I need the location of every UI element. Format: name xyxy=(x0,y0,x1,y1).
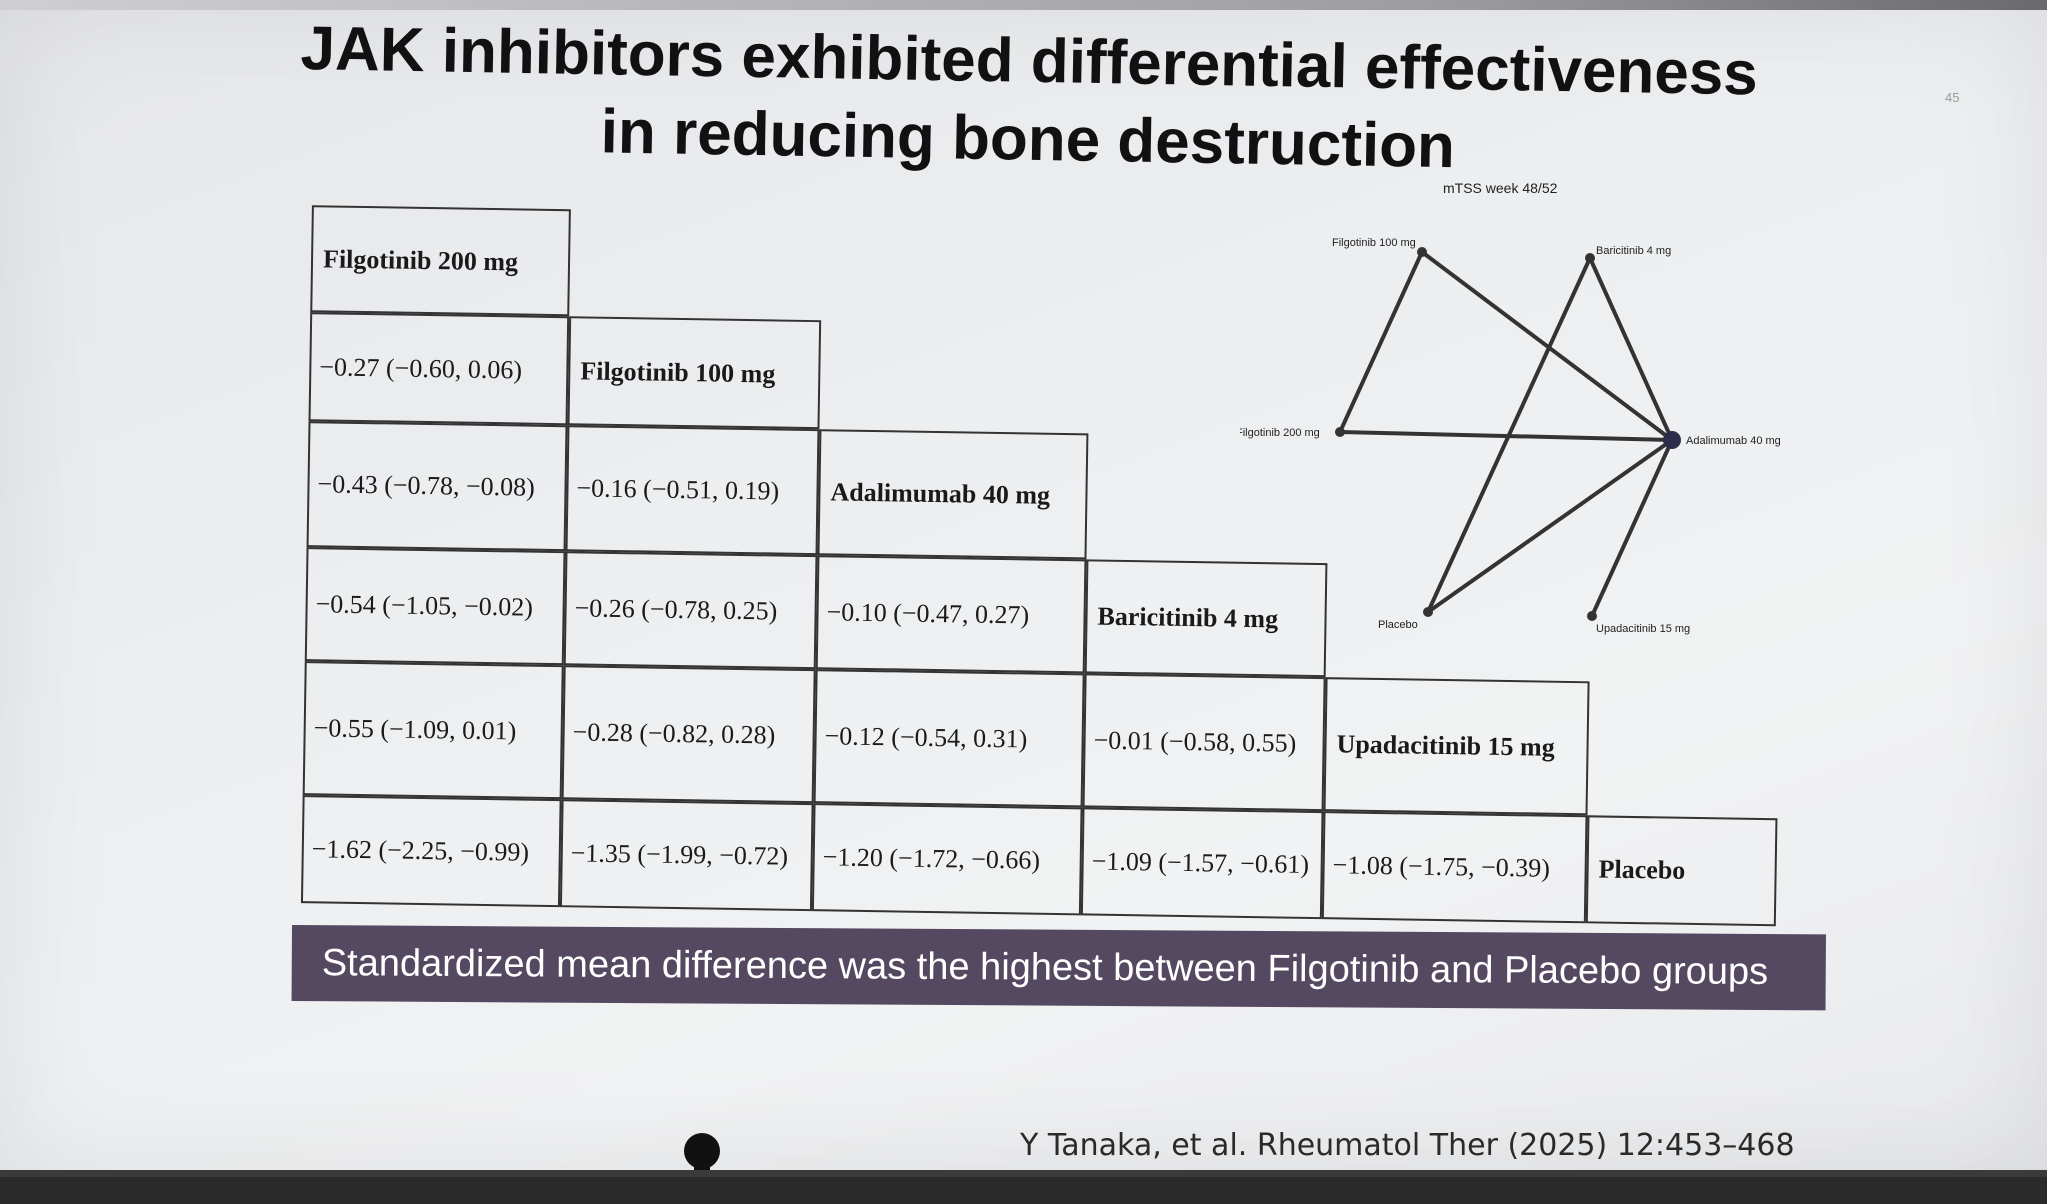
smd-cell: −1.62 (−2.25, −0.99) xyxy=(300,795,562,908)
network-node xyxy=(1585,253,1595,263)
citation: Y Tanaka, et al. Rheumatol Ther (2025) 1… xyxy=(1020,1128,1795,1163)
network-node xyxy=(1587,611,1597,621)
smd-cell: −1.09 (−1.57, −0.61) xyxy=(1080,807,1324,920)
screen-bottom-edge xyxy=(0,1170,2047,1177)
network-edge xyxy=(1588,257,1674,441)
network-node-label: Baricitinib 4 mg xyxy=(1596,245,1671,257)
smd-cell: −0.10 (−0.47, 0.27) xyxy=(815,555,1087,674)
network-node xyxy=(1335,427,1345,437)
smd-cell: −0.28 (−0.82, 0.28) xyxy=(561,665,816,804)
smd-cell: −0.16 (−0.51, 0.19) xyxy=(565,425,820,556)
network-edge xyxy=(1339,430,1673,442)
network-edge xyxy=(1420,250,1674,442)
smd-cell: −0.12 (−0.54, 0.31) xyxy=(813,669,1085,808)
smd-cell: −0.26 (−0.78, 0.25) xyxy=(563,551,818,670)
smd-cell: −0.54 (−1.05, −0.02) xyxy=(304,547,566,666)
smd-cell: −1.20 (−1.72, −0.66) xyxy=(811,803,1083,916)
network-edge xyxy=(1590,439,1674,617)
smd-cell: −1.08 (−1.75, −0.39) xyxy=(1321,811,1588,924)
network-plot: Filgotinib 100 mg Baricitinib 4 mg Filgoti… xyxy=(1240,237,1781,635)
smd-cell: −0.01 (−0.58, 0.55) xyxy=(1082,673,1326,812)
conclusion-banner: Standardized mean difference was the hig… xyxy=(291,925,1826,1011)
treatment-header-cell: Filgotinib 100 mg xyxy=(567,316,822,430)
network-node-label: Filgotinib 100 mg xyxy=(1332,237,1416,249)
smd-cell: −0.27 (−0.60, 0.06) xyxy=(308,312,570,426)
treatment-header-cell: Upadacitinib 15 mg xyxy=(1323,677,1590,816)
network-node-label: Filgotinib 200 mg xyxy=(1240,427,1320,439)
network-node-label: Placebo xyxy=(1378,619,1418,631)
treatment-header-cell: Filgotinib 200 mg xyxy=(310,205,571,317)
screen-top-edge xyxy=(0,0,2047,10)
network-title: mTSS week 48/52 xyxy=(1443,180,1558,196)
treatment-header-cell: Placebo xyxy=(1585,815,1778,927)
network-node xyxy=(1417,247,1427,257)
network-node xyxy=(1663,431,1681,449)
treatment-header-cell: Adalimumab 40 mg xyxy=(817,429,1089,560)
slide-number: 45 xyxy=(1945,90,1960,105)
network-node-label: Adalimumab 40 mg xyxy=(1686,435,1781,447)
smd-cell: −1.35 (−1.99, −0.72) xyxy=(559,799,814,912)
network-edge xyxy=(1338,251,1424,433)
smd-cell: −0.43 (−0.78, −0.08) xyxy=(306,421,568,552)
network-edge xyxy=(1426,438,1674,614)
smd-cell: −0.55 (−1.09, 0.01) xyxy=(302,661,564,800)
network-edge xyxy=(1426,257,1592,613)
network-node xyxy=(1423,607,1433,617)
network-node-label: Upadacitinib 15 mg xyxy=(1596,623,1690,635)
